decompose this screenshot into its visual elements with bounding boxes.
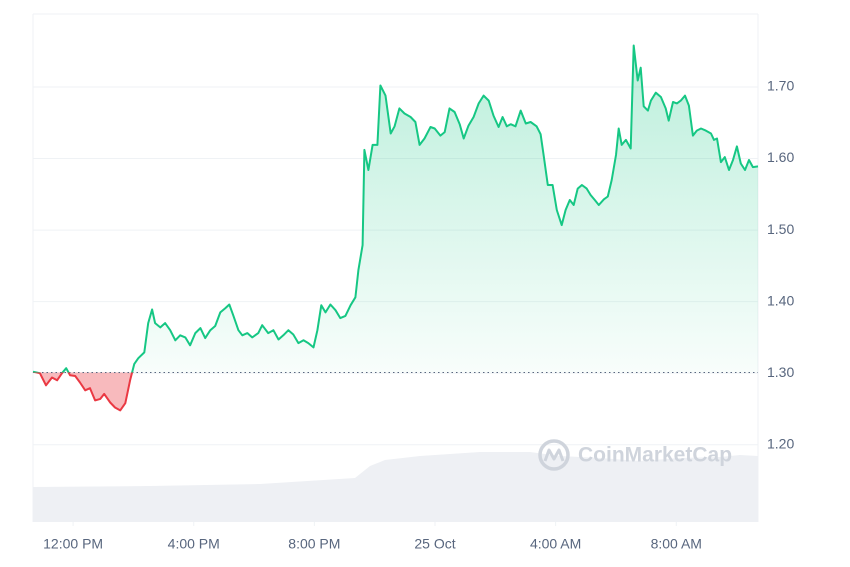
x-tick-label: 4:00 PM [168, 536, 220, 552]
x-tick-label: 25 Oct [414, 536, 455, 552]
x-tick-label: 8:00 AM [651, 536, 702, 552]
x-tick-label: 8:00 PM [288, 536, 340, 552]
y-tick-label: 1.50 [767, 221, 794, 237]
x-tick-label: 12:00 PM [43, 536, 103, 552]
price-area [33, 45, 758, 411]
price-line [32, 44, 759, 412]
y-tick-label: 1.20 [767, 435, 794, 451]
y-tick-label: 1.60 [767, 149, 794, 165]
watermark: CoinMarketCap [538, 439, 732, 471]
y-tick-label: 1.70 [767, 78, 794, 94]
watermark-text: CoinMarketCap [578, 444, 732, 467]
watermark-logo [538, 439, 570, 471]
y-tick-label: 1.30 [767, 364, 794, 380]
watermark-logo-mark [543, 448, 565, 462]
x-tick-label: 4:00 AM [530, 536, 581, 552]
y-tick-label: 1.40 [767, 292, 794, 308]
volume-area [33, 452, 758, 522]
